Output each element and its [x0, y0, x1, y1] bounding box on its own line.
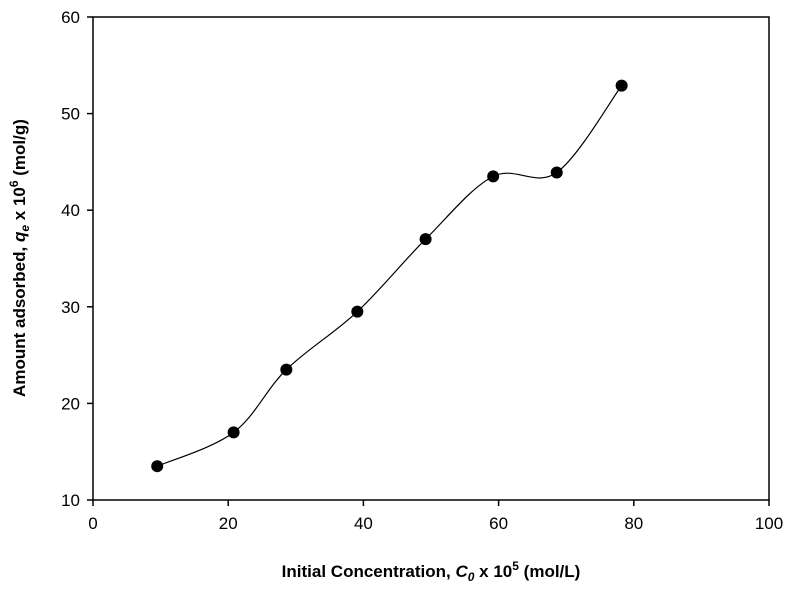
- x-tick-label: 40: [354, 514, 373, 533]
- y-tick-label: 20: [61, 394, 80, 413]
- y-axis: 10 20 30 40 50 60: [61, 8, 93, 510]
- y-tick-label: 10: [61, 491, 80, 510]
- data-point: [550, 166, 563, 179]
- data-point: [227, 426, 240, 439]
- y-tick-label: 40: [61, 201, 80, 220]
- y-tick-label: 30: [61, 298, 80, 317]
- plot-frame: [92, 16, 770, 501]
- x-axis: 0 20 40 60 80 100: [88, 500, 783, 533]
- x-tick-label: 20: [219, 514, 238, 533]
- data-point: [280, 363, 293, 376]
- y-axis-title: Amount adsorbed, qe x 106 (mol/g): [7, 119, 32, 397]
- x-tick-label: 0: [88, 514, 97, 533]
- x-tick-label: 80: [624, 514, 643, 533]
- series-points: [151, 79, 628, 473]
- data-point: [351, 305, 364, 318]
- data-point: [487, 170, 500, 183]
- y-tick-label: 60: [61, 8, 80, 27]
- data-point: [615, 79, 628, 92]
- x-tick-label: 60: [489, 514, 508, 533]
- data-point: [419, 233, 432, 246]
- y-tick-label: 50: [61, 105, 80, 124]
- x-tick-label: 100: [755, 514, 783, 533]
- series-curve: [156, 85, 623, 467]
- data-point: [151, 460, 164, 473]
- x-axis-title: Initial Concentration, C0 x 105 (mol/L): [282, 559, 581, 584]
